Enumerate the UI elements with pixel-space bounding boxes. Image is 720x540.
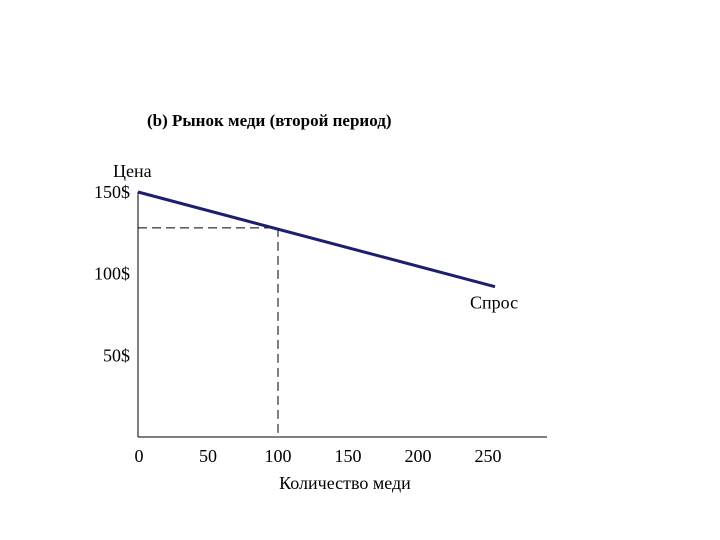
y-tick-label: 50$: [103, 345, 130, 365]
x-tick-label: 200: [405, 446, 432, 466]
series-label-demand: Спрос: [470, 293, 518, 313]
x-tick-label: 100: [265, 446, 292, 466]
y-axis-label: Цена: [113, 161, 152, 181]
x-tick-label: 250: [475, 446, 502, 466]
x-axis-label: Количество меди: [279, 473, 411, 493]
chart-title: (b) Рынок меди (второй период): [147, 111, 391, 130]
x-tick-label: 150: [335, 446, 362, 466]
x-tick-label: 50: [199, 446, 217, 466]
y-tick-label: 100$: [94, 264, 130, 284]
y-tick-label: 150$: [94, 182, 130, 202]
x-tick-label: 0: [135, 446, 144, 466]
demand-line: [137, 190, 496, 289]
